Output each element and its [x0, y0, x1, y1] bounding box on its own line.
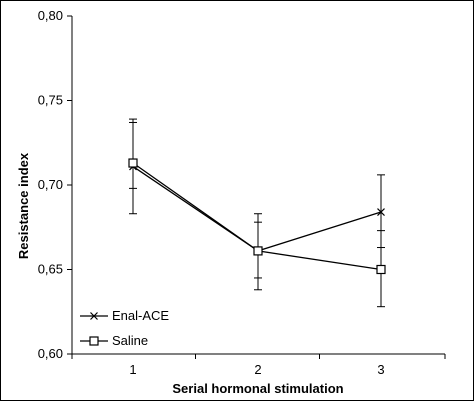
y-tick-label: 0,80: [38, 8, 63, 23]
saline-point: [253, 246, 263, 256]
x-ticks: 1 2 3: [71, 354, 446, 377]
saline-point: [128, 158, 138, 168]
y-ticks: 0,60 0,65 0,70 0,75 0,80: [38, 8, 72, 361]
enal-ace-point-stroke: [377, 208, 385, 216]
legend-marker: [90, 312, 98, 320]
x-axis-title: Serial hormonal stimulation: [172, 381, 343, 396]
enal-ace-line: [132, 165, 382, 252]
error-bars: [129, 118, 385, 308]
y-tick-label: 0,75: [38, 93, 63, 108]
axes: [71, 16, 445, 355]
y-tick-label: 0,70: [38, 177, 63, 192]
y-tick-label: 0,60: [38, 346, 63, 361]
legend-marker-stroke: [90, 312, 98, 320]
legend-item: Saline: [80, 333, 148, 348]
enal-ace-point: [377, 208, 385, 216]
x-tick-label: 1: [129, 362, 136, 377]
markers: [128, 158, 386, 275]
y-tick-label: 0,65: [38, 262, 63, 277]
legend-label: Enal-ACE: [112, 308, 169, 323]
legend: Enal-ACE Saline: [80, 308, 169, 348]
saline-point: [376, 264, 386, 275]
legend-item: Enal-ACE: [80, 308, 169, 323]
legend-marker: [89, 336, 99, 346]
y-axis-title: Resistance index: [16, 152, 31, 259]
x-tick-label: 2: [254, 362, 261, 377]
x-tick-label: 3: [377, 362, 384, 377]
legend-label: Saline: [112, 333, 148, 348]
